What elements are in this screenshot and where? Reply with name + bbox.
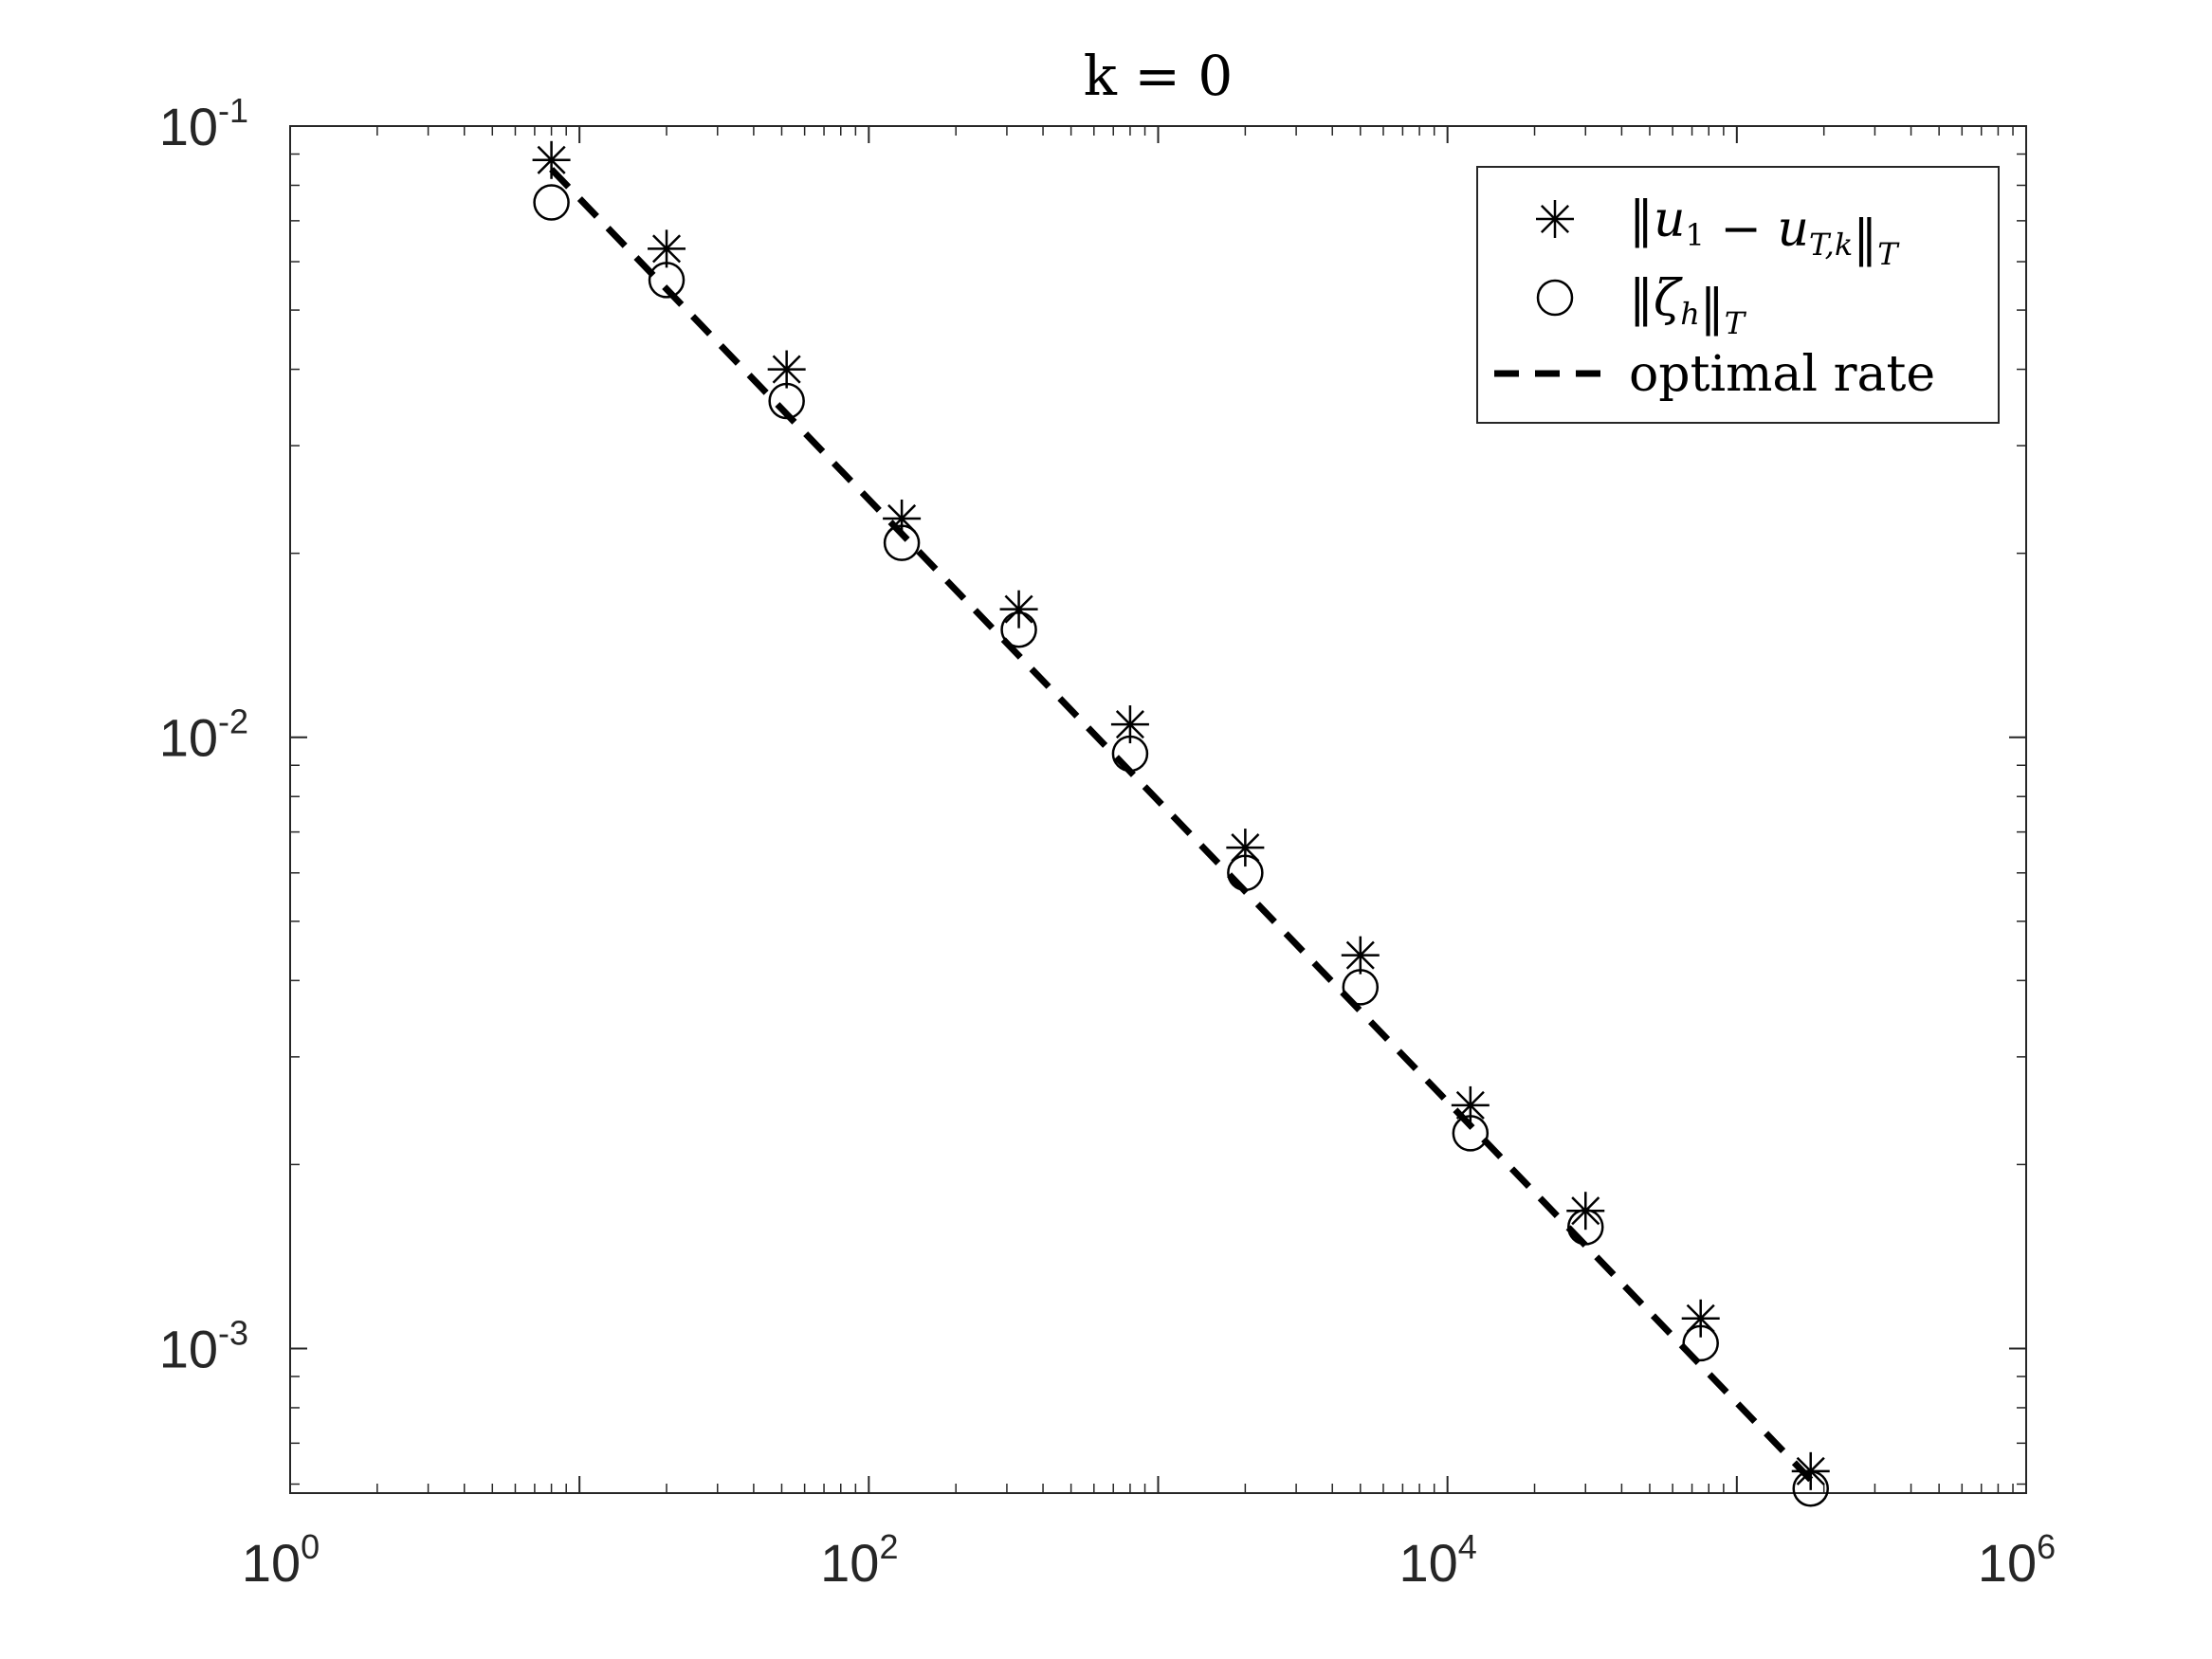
circle-point [883, 524, 921, 561]
x-tick-label: 106 [1978, 1527, 2056, 1593]
chart-title: k = 0 [1084, 44, 1234, 108]
x-tick-label: 104 [1399, 1527, 1477, 1593]
legend-label: ‖u1 − uT,k‖T [1629, 191, 1900, 272]
asterisk-stroke [1115, 710, 1144, 739]
circle-point [1000, 611, 1037, 648]
circle-point [533, 184, 570, 221]
legend-circle-marker [1536, 279, 1574, 317]
optimal-rate-line [549, 167, 1814, 1483]
minor-ticks [290, 126, 2026, 1493]
circle-point [1452, 1115, 1490, 1152]
asterisk-point [999, 590, 1038, 629]
y-tick-label: 10-1 [159, 91, 248, 156]
y-tick-label: 10-3 [159, 1313, 248, 1378]
circle-point [1342, 969, 1380, 1006]
asterisk-stroke [772, 355, 801, 384]
y-tick-labels: 10-1 10-2 10-3 [159, 91, 248, 1378]
series-1 [533, 184, 1829, 1507]
circle-point [1792, 1469, 1829, 1507]
asterisk-point [1341, 936, 1380, 975]
asterisk-point [1451, 1085, 1490, 1124]
major-ticks [289, 125, 2027, 1493]
series-2 [549, 167, 1814, 1483]
asterisk-point [648, 229, 686, 268]
asterisk-stroke [537, 145, 566, 174]
asterisk-stroke [1231, 833, 1260, 863]
x-tick-labels: 100 102 104 106 [242, 1527, 2056, 1593]
x-tick-label: 102 [820, 1527, 898, 1593]
asterisk-point [1226, 829, 1265, 867]
legend-asterisk-marker [1536, 200, 1574, 238]
asterisk-point [767, 350, 806, 389]
series-layer [532, 140, 1830, 1507]
asterisk-stroke [1004, 594, 1033, 624]
x-tick-label: 100 [242, 1527, 320, 1593]
legend-label: ‖ζh‖T [1629, 270, 1747, 341]
asterisk-stroke [1345, 940, 1375, 970]
asterisk-stroke [1540, 204, 1570, 234]
asterisk-stroke [652, 234, 682, 264]
legend-label: optimal rate [1629, 346, 1935, 403]
circle-point [648, 262, 686, 299]
y-tick-label: 10-2 [159, 702, 248, 768]
